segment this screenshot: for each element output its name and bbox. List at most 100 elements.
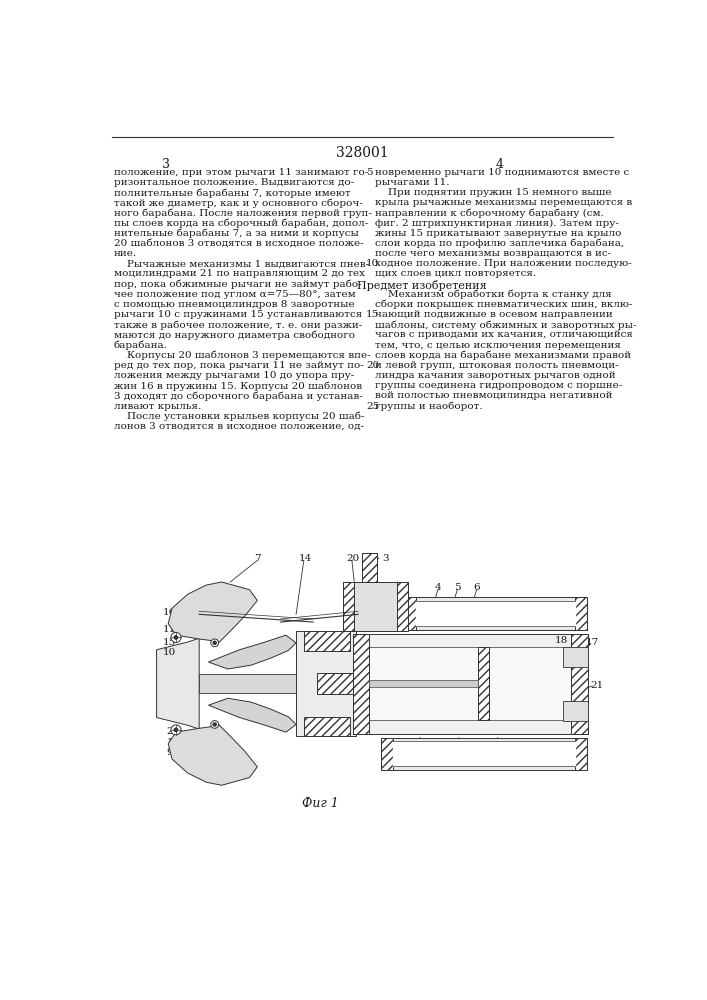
Bar — [343, 582, 354, 631]
Text: фиг. 2 штрихпунктирная линия). Затем пру-: фиг. 2 штрихпунктирная линия). Затем пру… — [375, 219, 619, 228]
Text: При поднятии пружин 15 немного выше: При поднятии пружин 15 немного выше — [375, 188, 612, 197]
Text: чее положение под углом α=75—80°, затем: чее положение под углом α=75—80°, затем — [114, 290, 356, 299]
Text: слоев корда на барабане механизмами правой: слоев корда на барабане механизмами прав… — [375, 351, 631, 360]
Text: 2: 2 — [166, 727, 173, 736]
Bar — [317, 673, 354, 694]
Text: вой полостью пневмоцилиндра негативной: вой полостью пневмоцилиндра негативной — [375, 391, 613, 400]
Circle shape — [171, 632, 181, 642]
Polygon shape — [393, 741, 575, 766]
Text: жины 15 прикатывают завернутые на крыло: жины 15 прикатывают завернутые на крыло — [375, 229, 621, 238]
Text: 11: 11 — [163, 625, 176, 634]
Text: ложения между рычагами 10 до упора пру-: ложения между рычагами 10 до упора пру- — [114, 371, 354, 380]
Bar — [478, 647, 489, 720]
Polygon shape — [168, 724, 257, 785]
Bar — [397, 582, 409, 631]
Text: 4: 4 — [435, 583, 441, 592]
Text: Фиг 1: Фиг 1 — [303, 797, 339, 810]
Polygon shape — [563, 647, 588, 667]
Text: жин 16 в пружины 15. Корпусы 20 шаблонов: жин 16 в пружины 15. Корпусы 20 шаблонов — [114, 381, 362, 391]
Text: полнительные барабаны 7, которые имеют: полнительные барабаны 7, которые имеют — [114, 188, 351, 198]
Text: ние.: ние. — [114, 249, 137, 258]
Text: 3: 3 — [162, 158, 170, 171]
Text: ного барабана. После наложения первой груп-: ного барабана. После наложения первой гр… — [114, 208, 372, 218]
Bar — [304, 631, 351, 651]
Polygon shape — [209, 635, 296, 669]
Circle shape — [211, 721, 218, 728]
Text: после чего механизмы возвращаются в ис-: после чего механизмы возвращаются в ис- — [375, 249, 612, 258]
Text: Механизм обработки борта к станку для: Механизм обработки борта к станку для — [375, 290, 612, 299]
Text: также в рабочее положение, т. е. они разжи-: также в рабочее положение, т. е. они раз… — [114, 320, 362, 330]
Text: щих слоев цикл повторяется.: щих слоев цикл повторяется. — [375, 269, 536, 278]
Polygon shape — [381, 738, 587, 770]
Bar — [304, 717, 351, 736]
Text: пор, пока обжимные рычаги не займут рабо-: пор, пока обжимные рычаги не займут рабо… — [114, 280, 361, 289]
Text: моцилиндрами 21 по направляющим 2 до тех: моцилиндрами 21 по направляющим 2 до тех — [114, 269, 365, 278]
Polygon shape — [343, 582, 409, 631]
Circle shape — [213, 723, 216, 726]
Polygon shape — [209, 698, 296, 732]
Text: 8: 8 — [423, 758, 431, 767]
Text: 328001: 328001 — [336, 146, 388, 160]
Bar — [381, 738, 393, 770]
Polygon shape — [404, 597, 587, 630]
Circle shape — [211, 639, 218, 647]
Circle shape — [171, 725, 181, 735]
Text: рычаги 10 с пружинами 15 устанавливаются: рычаги 10 с пружинами 15 устанавливаются — [114, 310, 362, 319]
Text: 14: 14 — [299, 554, 312, 563]
Text: чающий подвижные в осевом направлении: чающий подвижные в осевом направлении — [375, 310, 613, 319]
Circle shape — [213, 641, 216, 644]
Text: линдра качания заворотных рычагов одной: линдра качания заворотных рычагов одной — [375, 371, 616, 380]
Text: 20 шаблонов 3 отводятся в исходное положе-: 20 шаблонов 3 отводятся в исходное полож… — [114, 239, 363, 248]
Text: тем, что, с целью исключения перемещения: тем, что, с целью исключения перемещения — [375, 341, 621, 350]
Text: чагов с приводами их качания, отличающийся: чагов с приводами их качания, отличающий… — [375, 330, 633, 339]
Text: 13: 13 — [460, 758, 473, 767]
Text: группы соединена гидропроводом с поршне-: группы соединена гидропроводом с поршне- — [375, 381, 622, 390]
Text: 3: 3 — [382, 554, 389, 563]
Text: направлении к сборочному барабану (см.: направлении к сборочному барабану (см. — [375, 208, 604, 218]
Text: 5: 5 — [366, 168, 373, 177]
Text: 5: 5 — [454, 583, 460, 592]
Text: Предмет изобретения: Предмет изобретения — [357, 280, 486, 291]
Text: ризонтальное положение. Выдвигаются до-: ризонтальное положение. Выдвигаются до- — [114, 178, 354, 187]
Polygon shape — [369, 647, 571, 720]
Polygon shape — [563, 701, 588, 721]
Text: ходное положение. При наложении последую-: ходное положение. При наложении последую… — [375, 259, 632, 268]
Text: группы и наоборот.: группы и наоборот. — [375, 402, 483, 411]
Circle shape — [174, 728, 177, 732]
Text: шаблоны, систему обжимных и заворотных ры-: шаблоны, систему обжимных и заворотных р… — [375, 320, 636, 330]
Text: 21: 21 — [590, 681, 603, 690]
Text: новременно рычаги 10 поднимаются вместе с: новременно рычаги 10 поднимаются вместе … — [375, 168, 629, 177]
Text: 10: 10 — [366, 259, 379, 268]
Bar — [404, 597, 416, 630]
Text: ливают крылья.: ливают крылья. — [114, 402, 201, 411]
Text: 9: 9 — [166, 748, 173, 757]
Polygon shape — [354, 634, 588, 734]
Text: с помощью пневмоцилиндров 8 заворотные: с помощью пневмоцилиндров 8 заворотные — [114, 300, 355, 309]
Text: такой же диаметр, как и у основного сбороч-: такой же диаметр, как и у основного сбор… — [114, 198, 363, 208]
Text: лонов 3 отводятся в исходное положение, од-: лонов 3 отводятся в исходное положение, … — [114, 422, 364, 431]
Text: 1: 1 — [166, 738, 173, 747]
Text: крыла рычажные механизмы перемещаются в: крыла рычажные механизмы перемещаются в — [375, 198, 632, 207]
Text: 10: 10 — [163, 648, 176, 657]
Text: барабана.: барабана. — [114, 341, 168, 350]
Text: пы слоев корда на сборочный барабан, допол-: пы слоев корда на сборочный барабан, доп… — [114, 219, 368, 228]
Text: 15: 15 — [163, 638, 176, 647]
Text: Корпусы 20 шаблонов 3 перемещаются впе-: Корпусы 20 шаблонов 3 перемещаются впе- — [114, 351, 370, 360]
Bar — [354, 634, 369, 734]
Text: и левой групп, штоковая полость пневмоци-: и левой групп, штоковая полость пневмоци… — [375, 361, 619, 370]
Text: ред до тех пор, пока рычаги 11 не займут по-: ред до тех пор, пока рычаги 11 не займут… — [114, 361, 363, 370]
Text: α: α — [253, 646, 260, 655]
Text: После установки крыльев корпусы 20 шаб-: После установки крыльев корпусы 20 шаб- — [114, 412, 364, 421]
Text: сборки покрышек пневматических шин, вклю-: сборки покрышек пневматических шин, вклю… — [375, 300, 633, 309]
Polygon shape — [362, 553, 378, 582]
Text: 12: 12 — [498, 758, 512, 767]
Text: Рычажные механизмы 1 выдвигаются пнев-: Рычажные механизмы 1 выдвигаются пнев- — [114, 259, 369, 268]
Text: 6: 6 — [474, 583, 480, 592]
Text: 3 доходят до сборочного барабана и устанав-: 3 доходят до сборочного барабана и устан… — [114, 391, 363, 401]
Bar — [575, 597, 587, 630]
Text: 20: 20 — [347, 554, 360, 563]
Bar — [362, 553, 378, 582]
Text: 15: 15 — [366, 310, 379, 319]
Circle shape — [174, 636, 177, 639]
Polygon shape — [478, 647, 489, 720]
